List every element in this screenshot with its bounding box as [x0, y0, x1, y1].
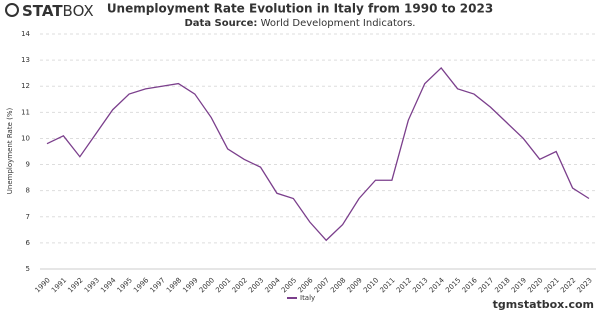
y-tick-label: 7 — [26, 213, 30, 221]
x-tick-label: 2016 — [461, 276, 480, 295]
x-tick-label: 2009 — [346, 276, 364, 294]
chart-title: Unemployment Rate Evolution in Italy fro… — [107, 2, 493, 16]
x-tick-label: 1999 — [181, 276, 199, 294]
x-tick-label: 2021 — [543, 276, 561, 294]
x-tick-label: 1997 — [149, 276, 167, 294]
x-tick-label: 2017 — [477, 276, 495, 294]
x-tick-label: 2003 — [247, 276, 265, 294]
y-tick-label: 11 — [21, 108, 30, 116]
logo-text: STATBOX — [22, 2, 94, 20]
y-axis-label: Unemployment Rate (%) — [6, 108, 14, 195]
x-tick-label: 2001 — [214, 276, 232, 294]
x-tick-label: 2011 — [378, 276, 396, 294]
y-tick-label: 6 — [26, 239, 31, 247]
y-tick-label: 9 — [26, 161, 30, 169]
x-tick-label: 1996 — [132, 276, 151, 295]
x-tick-label: 2005 — [280, 276, 298, 294]
x-tick-label: 2023 — [576, 276, 594, 294]
logo-light: BOX — [63, 2, 94, 20]
line-series — [46, 66, 590, 242]
x-tick-label: 1998 — [165, 276, 183, 294]
x-tick-label: 2002 — [231, 276, 249, 294]
x-tick-label: 2007 — [313, 276, 331, 294]
footer: tgmstatbox.com — [493, 298, 594, 311]
x-tick-label: 2008 — [329, 276, 347, 294]
x-tick-label: 2004 — [264, 276, 283, 295]
logo-bold: STAT — [22, 2, 63, 20]
x-tick-label: 2000 — [198, 276, 216, 294]
x-tick-label: 2015 — [444, 276, 462, 294]
x-tick-label: 1991 — [50, 276, 68, 294]
y-tick-label: 12 — [21, 82, 30, 90]
logo-icon — [5, 3, 19, 17]
subtitle-label: Data Source: — [185, 18, 258, 29]
chart-subtitle: Data Source: World Development Indicator… — [185, 18, 416, 29]
subtitle-text: World Development Indicators. — [261, 18, 416, 29]
x-tick-label: 2013 — [411, 276, 429, 294]
x-tick-label: 1995 — [116, 276, 134, 294]
y-tick-label: 5 — [26, 265, 30, 273]
x-tick-label: 1992 — [66, 276, 84, 294]
x-tick-label: 2019 — [510, 276, 528, 294]
x-tick-label: 2012 — [395, 276, 413, 294]
y-tick-label: 14 — [21, 30, 30, 38]
x-tick-label: 2022 — [559, 276, 577, 294]
x-tick-label: 2020 — [526, 276, 544, 294]
y-tick-label: 13 — [21, 56, 30, 64]
legend-label: Italy — [300, 294, 315, 302]
y-tick-label: 8 — [26, 187, 30, 195]
x-tick-label: 1993 — [83, 276, 101, 294]
x-tick-label: 2006 — [296, 276, 315, 295]
x-tick-label: 2018 — [493, 276, 511, 294]
x-tick-label: 1994 — [99, 276, 118, 295]
x-tick-label: 1990 — [34, 276, 52, 294]
x-tick-label: 2010 — [362, 276, 380, 294]
x-tick-label: 2014 — [428, 276, 447, 295]
y-tick-label: 10 — [21, 134, 30, 142]
logo: STATBOX — [5, 2, 94, 20]
